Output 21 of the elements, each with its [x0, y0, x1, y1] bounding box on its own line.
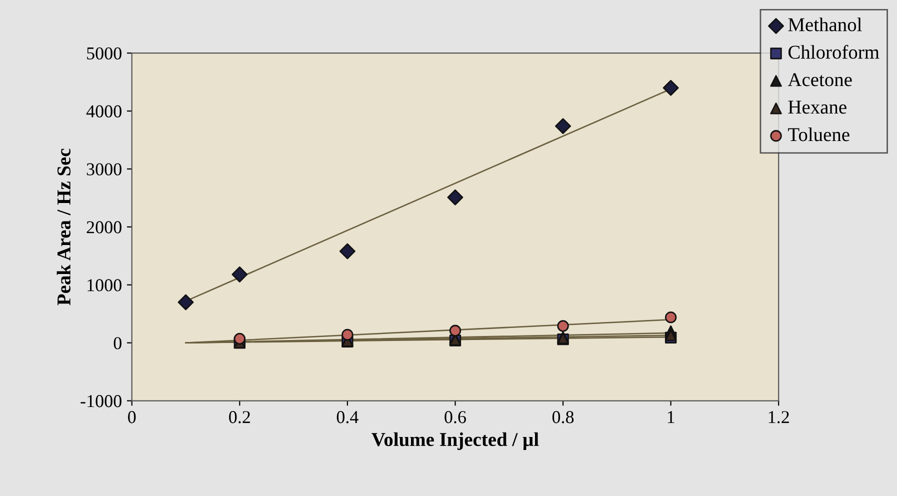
legend-label: Chloroform	[788, 44, 880, 59]
y-tick-label: 0	[114, 337, 122, 350]
legend-label: Hexane	[788, 100, 846, 114]
y-tick-label: -1000	[80, 395, 122, 408]
y-tick-label: 4000	[86, 105, 122, 118]
x-tick-label: 1.2	[768, 411, 789, 424]
legend-label: Toluene	[788, 128, 850, 142]
x-tick-label: 0.8	[552, 411, 574, 424]
x-tick-label: 0	[128, 411, 136, 424]
x-tick-label: 0.2	[229, 411, 250, 424]
x-tick-label: 0.6	[444, 411, 466, 424]
y-tick-label: 5000	[87, 47, 122, 60]
legend-label: Acetone	[788, 73, 852, 86]
y-tick-label: 1000	[88, 279, 122, 292]
x-tick-label: 1	[668, 411, 674, 424]
y-tick-label: 3000	[86, 163, 122, 176]
x-axis-title: Volume Injected / µl	[372, 432, 539, 450]
y-axis-title: Peak Area / Hz Sec	[56, 148, 71, 306]
x-tick-label: 0.4	[336, 411, 358, 424]
y-tick-label: 2000	[86, 221, 122, 234]
legend-label: Methanol	[788, 18, 862, 32]
